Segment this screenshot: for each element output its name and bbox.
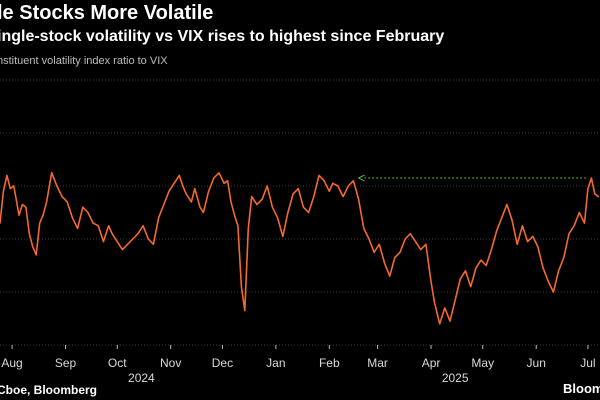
x-tick-label-2: Oct	[108, 356, 127, 370]
x-tick-label-5: Jan	[266, 356, 285, 370]
chart-title: le Stocks More Volatile	[0, 2, 214, 24]
annotation-group	[357, 174, 587, 182]
year-label-0: 2024	[128, 371, 155, 385]
x-tick-label-4: Dec	[212, 356, 233, 370]
year-labels: 2024 2025	[128, 371, 469, 385]
x-tick-label-6: Feb	[319, 356, 340, 370]
series-line-0	[0, 172, 600, 325]
x-tick-label-0: Aug	[1, 356, 22, 370]
x-tick-label-11: Jul	[580, 356, 595, 370]
year-label-1: 2025	[442, 371, 469, 385]
chart-subtitle: ingle-stock volatility vs VIX rises to h…	[0, 28, 445, 45]
source-note: Cboe, Bloomberg	[0, 383, 98, 397]
series-group	[0, 172, 600, 325]
grid-lines	[0, 79, 600, 346]
x-tick-label-10: Jun	[527, 356, 546, 370]
annotation-arrow-head-0	[357, 174, 365, 182]
x-tick-label-1: Sep	[55, 356, 77, 370]
x-tick-label-3: Nov	[160, 356, 181, 370]
x-tick-label-8: Apr	[422, 356, 441, 370]
x-axis: Aug Sep Oct Nov Dec Jan Feb Mar Apr May Jun Jul	[1, 345, 596, 370]
x-tick-label-7: Mar	[367, 356, 388, 370]
x-tick-label-9: May	[471, 356, 494, 370]
y-unit-label: nstituent volatility index ratio to VIX	[0, 55, 168, 67]
brand-logo: Bloom	[563, 381, 600, 396]
